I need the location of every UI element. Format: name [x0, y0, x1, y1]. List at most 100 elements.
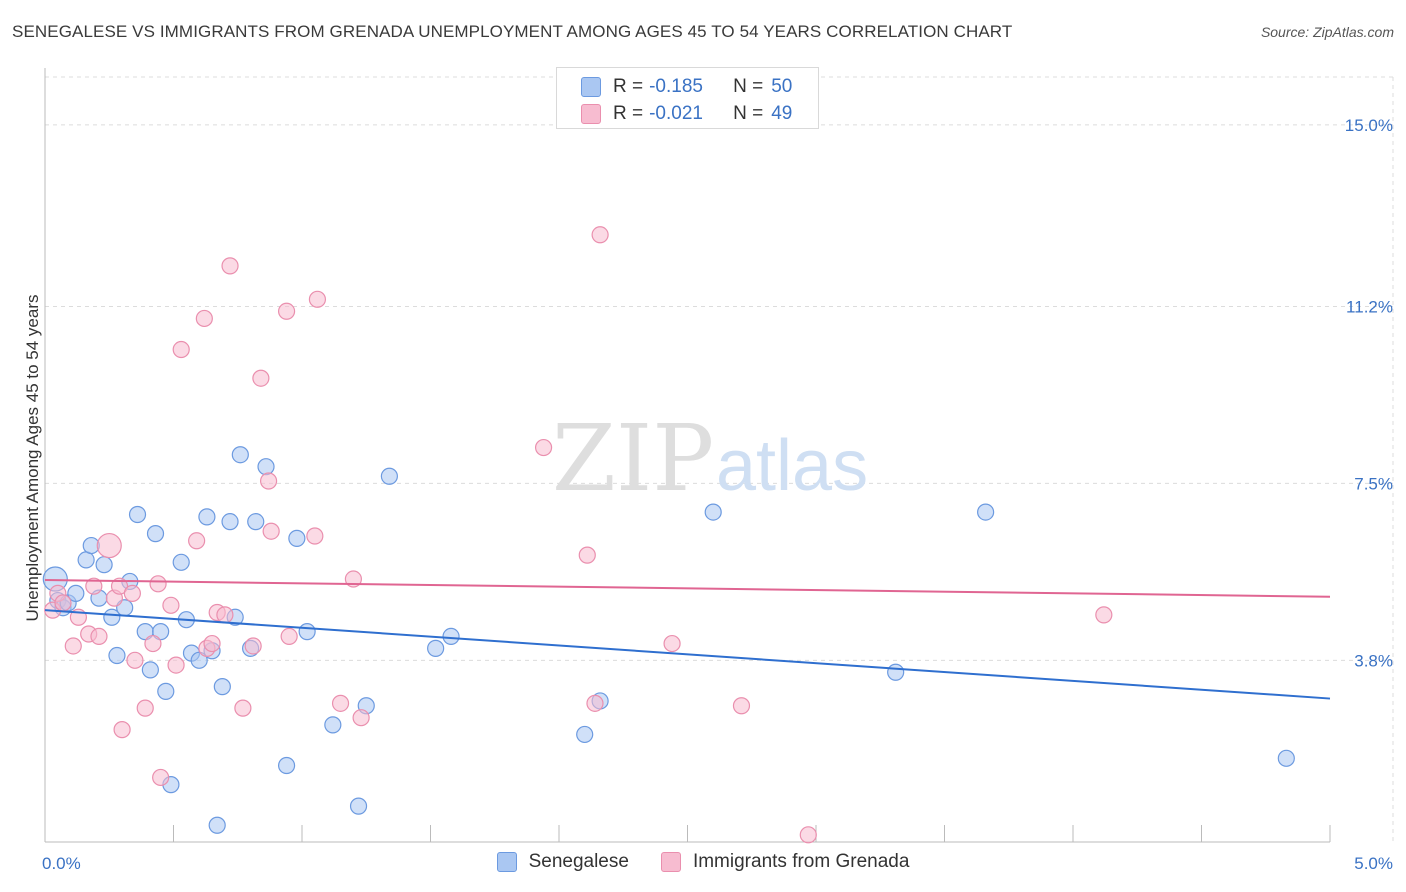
data-point-grenada — [188, 532, 206, 550]
r-value: -0.185 — [649, 76, 703, 97]
data-point-senegalese — [576, 725, 594, 744]
data-point-senegalese — [141, 661, 159, 679]
data-point-senegalese — [198, 508, 216, 526]
legend-row-grenada: R = -0.021 N = 49 — [581, 101, 792, 127]
data-point-grenada — [64, 637, 82, 655]
r-label: R = — [613, 76, 644, 97]
data-point-grenada — [203, 634, 221, 653]
data-point-grenada — [244, 637, 262, 655]
n-label: N = — [733, 103, 764, 124]
y-tick-label: 7.5% — [1354, 474, 1393, 493]
watermark-atlas: atlas — [716, 426, 868, 506]
data-point-grenada — [534, 438, 553, 457]
data-point-senegalese — [257, 458, 275, 476]
data-point-grenada — [331, 694, 350, 712]
data-point-senegalese — [1277, 749, 1295, 767]
data-point-grenada — [732, 697, 751, 715]
data-point-grenada — [216, 606, 234, 624]
data-point-senegalese — [380, 467, 398, 485]
data-point-senegalese — [231, 446, 249, 464]
data-point-senegalese — [298, 623, 316, 641]
data-point-grenada — [123, 584, 141, 602]
data-point-senegalese — [324, 716, 342, 734]
data-point-grenada — [144, 634, 162, 653]
data-point-grenada — [308, 290, 327, 308]
data-point-senegalese — [349, 797, 368, 815]
data-point-grenada — [110, 577, 129, 595]
chart-title: SENEGALESE VS IMMIGRANTS FROM GRENADA UN… — [12, 22, 1013, 41]
legend-swatch-pink — [581, 104, 601, 124]
data-point-grenada — [149, 575, 167, 593]
x-tick-label: 5.0% — [1354, 854, 1393, 873]
data-point-grenada — [96, 532, 122, 559]
trend-lines — [44, 578, 1331, 700]
legend-swatch-blue — [581, 77, 601, 97]
legend-swatch-blue — [496, 852, 517, 872]
data-point-grenada — [252, 369, 270, 387]
y-tick-label: 15.0% — [1345, 116, 1393, 135]
data-point-grenada — [799, 826, 817, 844]
n-label: N = — [733, 76, 764, 97]
data-point-grenada — [663, 634, 681, 653]
r-value: -0.021 — [649, 103, 703, 124]
data-point-grenada — [90, 627, 108, 646]
data-point-grenada — [85, 577, 103, 595]
legend-swatch-pink — [660, 852, 681, 872]
legend-row-senegalese: R = -0.185 N = 50 — [581, 74, 792, 100]
data-point-senegalese — [77, 551, 95, 569]
data-point-senegalese — [277, 756, 296, 775]
x-tick-label: 0.0% — [42, 854, 81, 873]
data-point-senegalese — [704, 503, 722, 521]
data-point-senegalese — [977, 503, 995, 521]
watermark-zip: ZIP — [552, 405, 714, 512]
data-point-grenada — [152, 768, 170, 787]
data-point-grenada — [221, 257, 239, 275]
legend-item-grenada[interactable]: Immigrants from Grenada — [660, 851, 909, 873]
data-point-senegalese — [67, 584, 85, 602]
data-point-senegalese — [247, 513, 265, 531]
data-point-grenada — [162, 596, 180, 614]
data-point-grenada — [306, 527, 324, 545]
data-point-grenada — [136, 699, 154, 717]
data-point-grenada — [280, 627, 298, 646]
n-value: 49 — [771, 103, 793, 124]
data-point-grenada — [126, 651, 144, 669]
data-point-grenada — [113, 721, 131, 739]
y-tick-label: 11.2% — [1346, 298, 1393, 317]
data-point-grenada — [578, 546, 596, 564]
trend-line-grenada — [44, 578, 1331, 598]
tick-labels: 3.8% 7.5% 11.2% 15.0% 0.0% 5.0% — [42, 116, 1393, 873]
data-point-senegalese — [108, 646, 126, 665]
data-point-grenada — [277, 302, 296, 320]
data-point-senegalese — [442, 627, 460, 646]
data-point-grenada — [167, 656, 185, 674]
series-grenada-points — [44, 226, 1113, 844]
data-point-senegalese — [146, 525, 165, 543]
r-label: R = — [613, 103, 644, 124]
data-point-senegalese — [288, 529, 306, 547]
data-point-grenada — [262, 522, 280, 540]
data-point-senegalese — [427, 639, 445, 657]
legend-item-senegalese[interactable]: Senegalese — [496, 851, 629, 873]
data-point-senegalese — [887, 663, 905, 681]
trend-line-senegalese — [44, 609, 1331, 700]
data-point-senegalese — [95, 556, 113, 574]
data-point-senegalese — [190, 651, 208, 669]
legend-label: Senegalese — [528, 851, 629, 872]
data-point-senegalese — [157, 682, 175, 700]
data-point-grenada — [172, 340, 190, 359]
data-point-senegalese — [103, 608, 121, 626]
data-point-grenada — [234, 699, 252, 717]
series-legend: Senegalese Immigrants from Grenada — [0, 851, 1406, 873]
data-point-grenada — [352, 709, 370, 727]
y-axis-label: Unemployment Among Ages 45 to 54 years — [23, 295, 42, 622]
data-point-senegalese — [152, 623, 170, 641]
data-point-senegalese — [172, 553, 190, 571]
watermark: ZIP atlas — [552, 405, 868, 512]
correlation-legend: R = -0.185 N = 50 R = -0.021 N = 49 — [556, 67, 819, 129]
data-point-grenada — [1095, 606, 1113, 624]
data-point-senegalese — [221, 513, 239, 531]
data-point-senegalese — [213, 678, 231, 696]
data-point-senegalese — [208, 816, 226, 834]
